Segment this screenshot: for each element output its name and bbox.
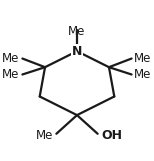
Text: N: N [72,45,82,58]
Text: Me: Me [36,129,53,142]
Text: Me: Me [2,68,20,81]
Text: OH: OH [101,129,122,142]
Text: Me: Me [134,52,152,65]
Text: Me: Me [134,68,152,81]
Text: Me: Me [68,25,86,38]
Text: Me: Me [2,52,20,65]
